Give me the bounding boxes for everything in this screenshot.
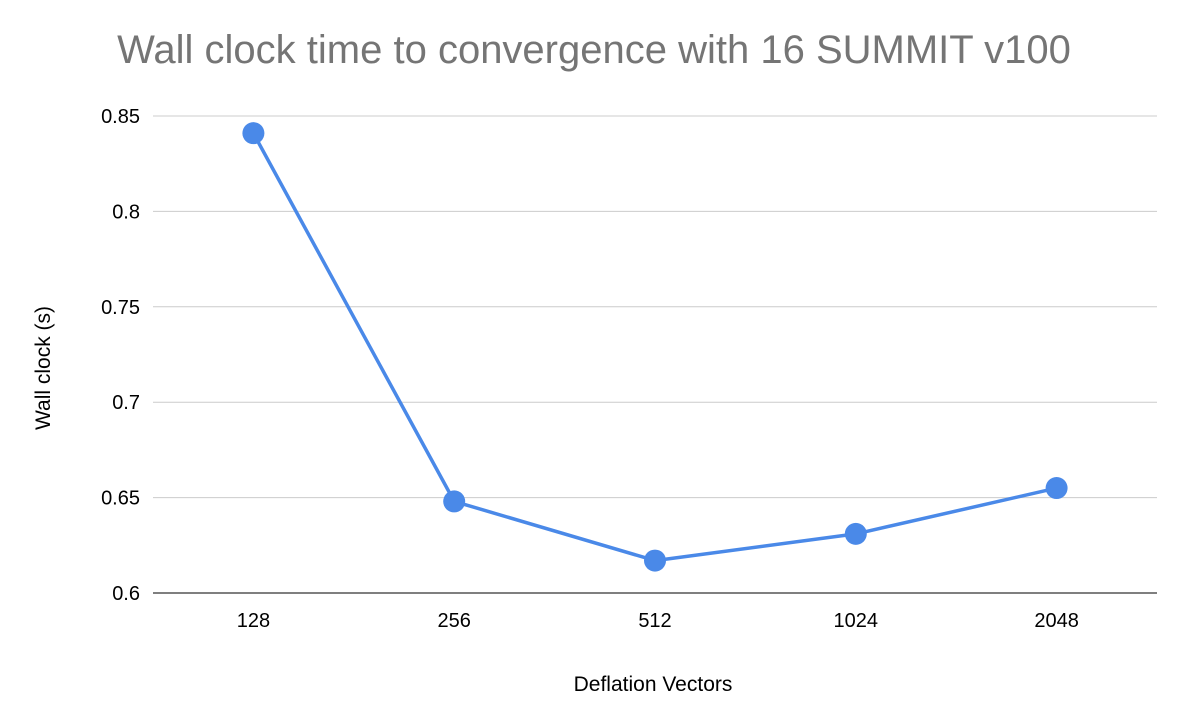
data-point-512	[644, 549, 666, 572]
y-tick-label: 0.8	[112, 201, 140, 223]
x-tick-label: 2048	[1034, 610, 1079, 632]
series-line-group	[251, 132, 1057, 563]
y-tick-label: 0.65	[101, 488, 140, 510]
data-point-128	[242, 122, 265, 145]
x-tick-labels: 128 256 512 1024 2048	[237, 610, 1079, 632]
y-tick-label: 0.75	[101, 297, 140, 319]
y-tick-label: 0.7	[112, 392, 140, 414]
data-point-1024	[844, 522, 867, 545]
chart-title: Wall clock time to convergence with 16 S…	[117, 28, 1071, 72]
y-tick-label: 0.6	[112, 583, 140, 605]
y-tick-labels: 0.6 0.65 0.7 0.75 0.8 0.85	[101, 106, 140, 605]
x-tick-label: 128	[237, 610, 270, 632]
data-point-2048	[1045, 477, 1068, 500]
y-tick-label: 0.85	[101, 106, 140, 128]
data-point-256	[443, 490, 466, 513]
x-tick-label: 256	[438, 610, 471, 632]
gridlines	[153, 115, 1157, 594]
data-points	[242, 122, 1068, 572]
y-axis-title: Wall clock (s)	[32, 306, 55, 430]
series-line	[251, 132, 1057, 563]
x-axis-title: Deflation Vectors	[574, 673, 733, 696]
x-tick-label: 1024	[834, 610, 879, 632]
x-tick-label: 512	[638, 610, 671, 632]
